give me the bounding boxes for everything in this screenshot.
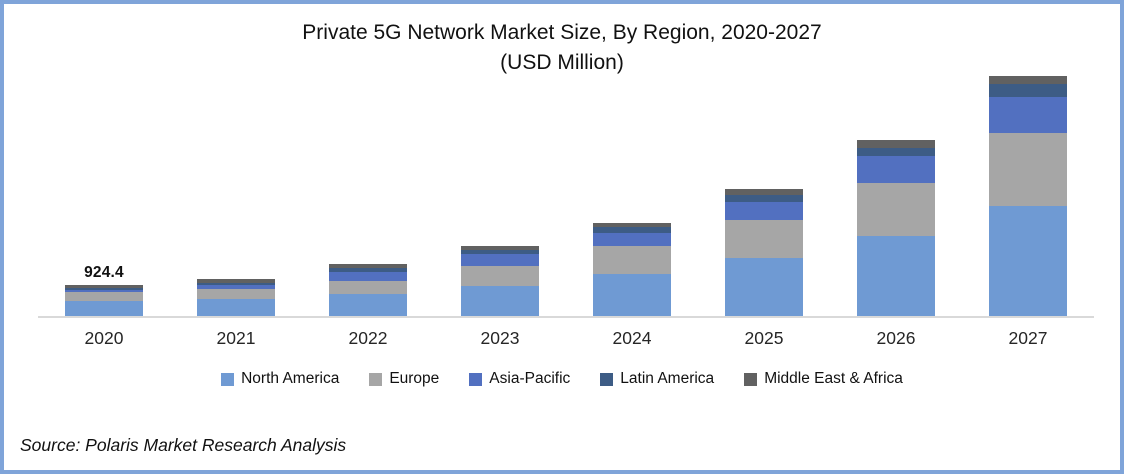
bar-segment-asia-pacific [65, 289, 143, 292]
bar-segment-latin-america [65, 288, 143, 290]
bar-segment-europe [725, 220, 803, 258]
bar-segment-europe [857, 183, 935, 236]
bar-segment-latin-america [725, 195, 803, 202]
legend-label: North America [241, 370, 340, 387]
bar-segment-asia-pacific [329, 272, 407, 281]
bar-column-2024 [566, 64, 698, 316]
legend-swatch-icon [369, 372, 383, 386]
bar-segment-middle-east-africa [593, 223, 671, 227]
bar-segment-latin-america [461, 250, 539, 254]
bar-segment-asia-pacific [461, 254, 539, 266]
bar-column-2027 [962, 64, 1094, 316]
legend: North America Europe Asia-Pacific Latin Ame… [4, 370, 1120, 388]
bar-data-label-2020: 924.4 [84, 263, 124, 281]
legend-label: Europe [389, 370, 440, 387]
legend-label: Asia-Pacific [489, 370, 571, 387]
legend-item-europe: Europe [369, 370, 439, 388]
bar-segment-asia-pacific [989, 97, 1067, 134]
legend-item-latin-america: Latin America [600, 370, 714, 388]
x-axis-label-2022: 2022 [348, 328, 388, 348]
bar-segment-europe [65, 292, 143, 301]
x-axis-label-2023: 2023 [480, 328, 520, 348]
legend-swatch-icon [469, 372, 483, 386]
x-axis-label-2026: 2026 [876, 328, 916, 348]
bar-segment-europe [593, 246, 671, 274]
bar-segment-asia-pacific [197, 285, 275, 289]
bar-column-2022 [302, 64, 434, 316]
legend-swatch-icon [744, 372, 758, 386]
bar-stack-2021 [197, 279, 275, 316]
x-axis-label-2020: 2020 [84, 328, 124, 348]
legend-item-north-america: North America [221, 370, 339, 388]
legend-swatch-icon [600, 372, 614, 386]
x-axis-label-2027: 2027 [1008, 328, 1048, 348]
bar-segment-europe [989, 133, 1067, 207]
bar-stack-2025 [725, 189, 803, 316]
bar-segment-middle-east-africa [989, 76, 1067, 85]
legend-swatch-icon [221, 372, 235, 386]
bar-stack-2026 [857, 140, 935, 316]
source-note: Source: Polaris Market Research Analysis [20, 435, 347, 455]
bar-segment-latin-america [197, 283, 275, 285]
bar-segment-north-america [461, 286, 539, 316]
bar-column-2025 [698, 64, 830, 316]
bar-segment-europe [197, 289, 275, 299]
x-axis-labels: 2020 2021 2022 2023 2024 2025 2026 2027 [38, 328, 1094, 349]
bar-segment-middle-east-africa [461, 246, 539, 250]
legend-label: Middle East & Africa [764, 370, 903, 387]
bar-segment-north-america [989, 206, 1067, 316]
bar-stack-2027 [989, 76, 1067, 316]
bar-segment-middle-east-africa [857, 140, 935, 148]
bar-segment-asia-pacific [593, 233, 671, 246]
bar-segment-north-america [65, 301, 143, 316]
bar-stack-2020 [65, 284, 143, 316]
bar-segment-latin-america [593, 227, 671, 233]
bar-segment-latin-america [989, 84, 1067, 98]
bar-segment-latin-america [329, 268, 407, 272]
bar-segment-latin-america [857, 148, 935, 156]
bar-column-2023 [434, 64, 566, 316]
bar-stack-2024 [593, 223, 671, 316]
bar-stack-2022 [329, 263, 407, 316]
bar-segment-north-america [725, 258, 803, 316]
bar-segment-middle-east-africa [65, 284, 143, 288]
bar-segment-north-america [593, 274, 671, 316]
x-axis-label-2021: 2021 [216, 328, 256, 348]
bar-segment-north-america [857, 236, 935, 316]
bar-segment-north-america [329, 294, 407, 316]
legend-item-asia-pacific: Asia-Pacific [469, 370, 570, 388]
x-axis-label-2025: 2025 [744, 328, 784, 348]
bar-segment-middle-east-africa [725, 189, 803, 195]
plot-area: 924.4 [38, 64, 1094, 318]
bar-segment-north-america [197, 299, 275, 316]
bar-segment-asia-pacific [857, 156, 935, 183]
legend-label: Latin America [620, 370, 715, 387]
chart-title: Private 5G Network Market Size, By Regio… [302, 21, 822, 44]
chart-title-block: Private 5G Network Market Size, By Regio… [4, 18, 1120, 78]
x-axis-label-2024: 2024 [612, 328, 652, 348]
bar-segment-europe [329, 280, 407, 294]
bar-segment-middle-east-africa [329, 263, 407, 268]
bar-column-2020: 924.4 [38, 64, 170, 316]
bar-segment-europe [461, 266, 539, 286]
legend-item-middle-east-africa: Middle East & Africa [744, 370, 903, 388]
bar-stack-2023 [461, 246, 539, 316]
bar-segment-asia-pacific [725, 202, 803, 220]
bar-segment-middle-east-africa [197, 279, 275, 283]
bar-column-2026 [830, 64, 962, 316]
bar-column-2021 [170, 64, 302, 316]
chart-subtitle: (USD Million) [500, 51, 624, 74]
